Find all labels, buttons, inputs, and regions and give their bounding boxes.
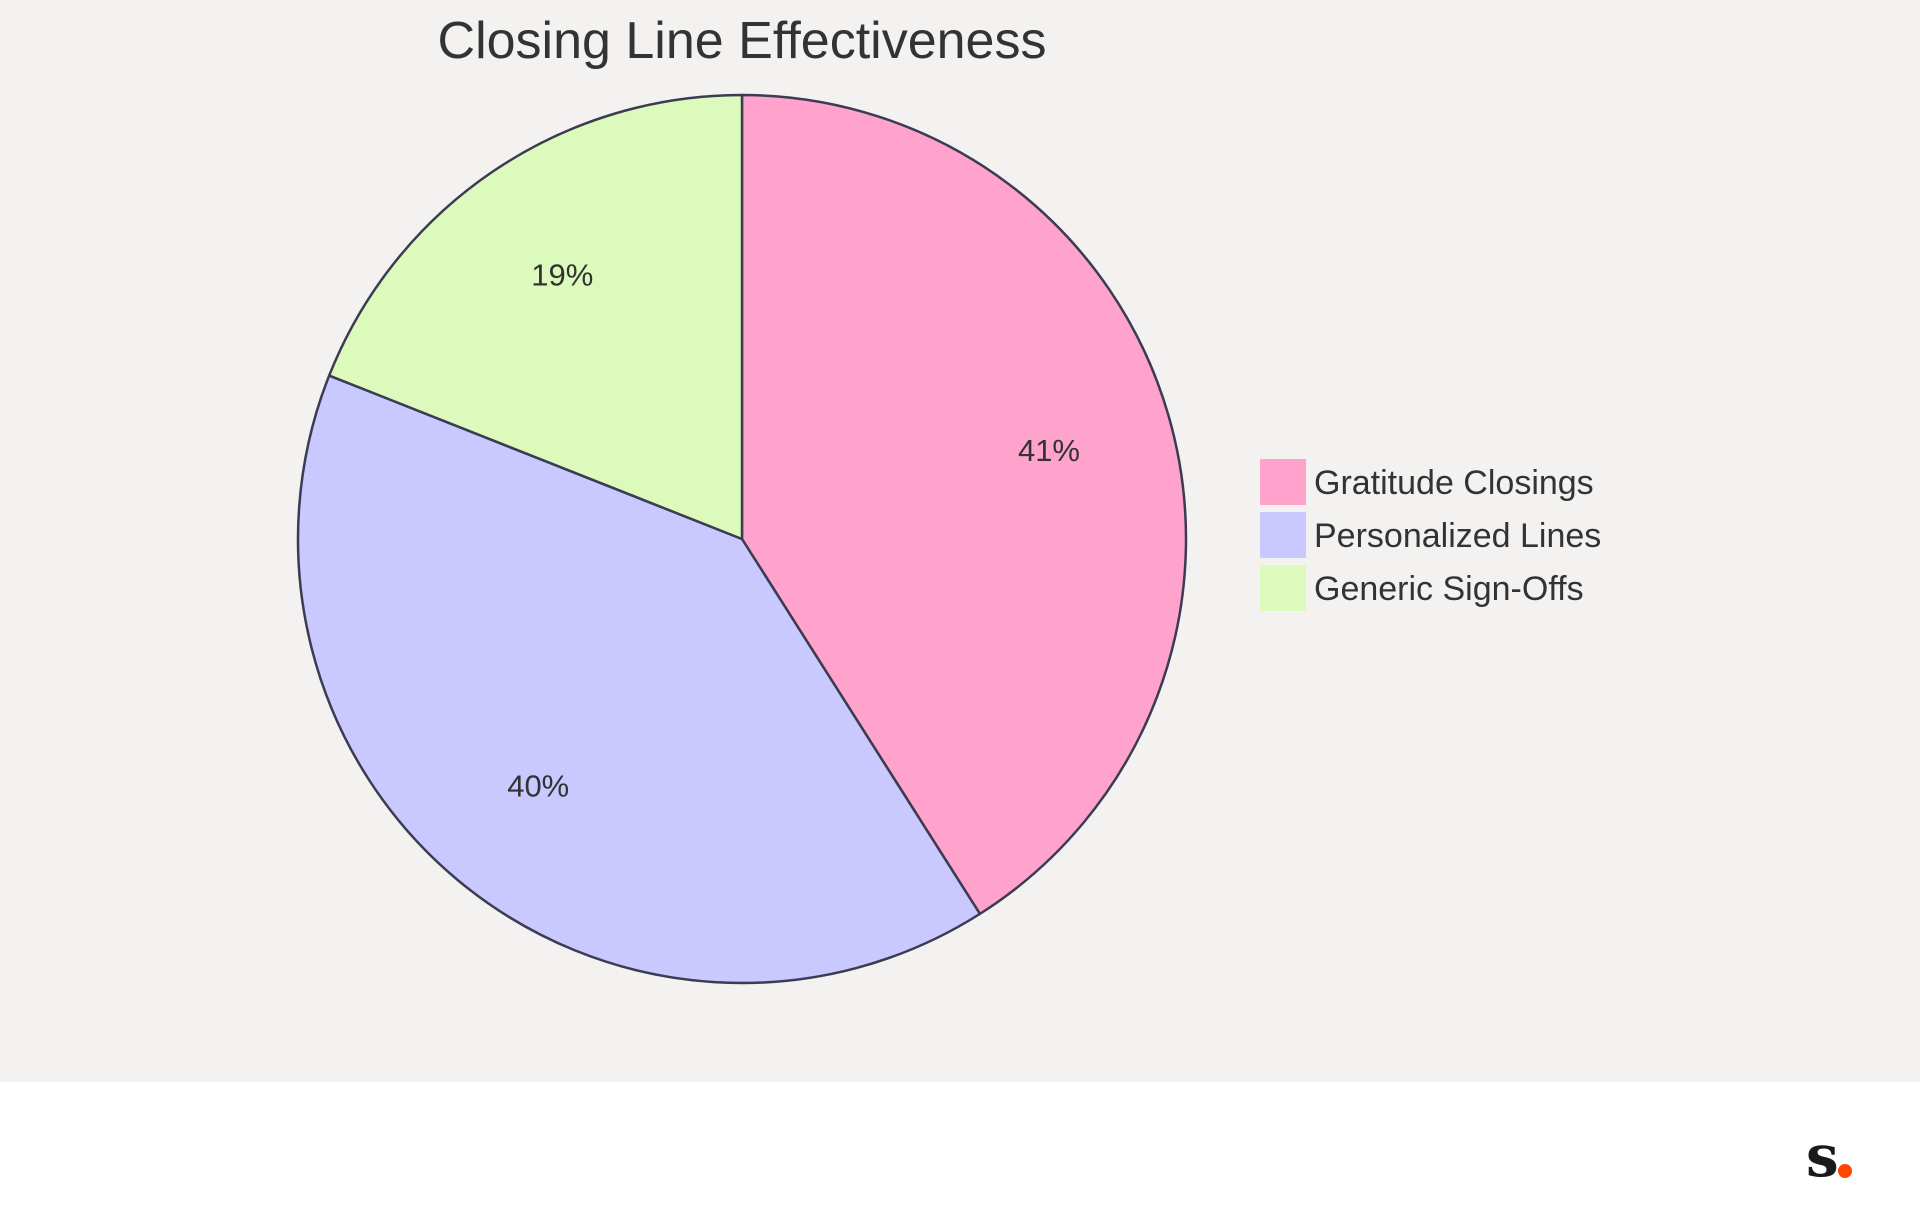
chart-area: Closing Line Effectiveness 41% 40% 19% Gra…: [0, 0, 1920, 1082]
slice-label: 19%: [531, 258, 593, 293]
legend-label: Generic Sign-Offs: [1314, 570, 1584, 608]
pie-slice-personalized-lines: [296, 374, 982, 985]
legend-swatch: [1260, 512, 1306, 558]
legend: Gratitude Closings Personalized Lines Gene…: [1260, 459, 1601, 611]
pie-chart: Closing Line Effectiveness 41% 40% 19% Gra…: [296, 12, 1601, 985]
brand-logo: s: [1806, 1122, 1852, 1190]
legend-swatch: [1260, 459, 1306, 505]
slice-labels: 41% 40% 19%: [507, 258, 1080, 804]
slice-label: 41%: [1018, 433, 1080, 468]
chart-title: Closing Line Effectiveness: [438, 12, 1047, 70]
pie-slice-generic-sign-offs: [327, 93, 744, 541]
legend-label: Personalized Lines: [1314, 517, 1601, 555]
pie-slices: [296, 93, 1188, 985]
logo-letter: s: [1806, 1122, 1839, 1190]
footer: s: [0, 1082, 1920, 1215]
legend-swatch: [1260, 565, 1306, 611]
legend-label: Gratitude Closings: [1314, 464, 1594, 502]
pie-slice-gratitude-closings: [740, 93, 1188, 916]
logo-dot: [1838, 1164, 1852, 1178]
slice-label: 40%: [507, 768, 569, 803]
